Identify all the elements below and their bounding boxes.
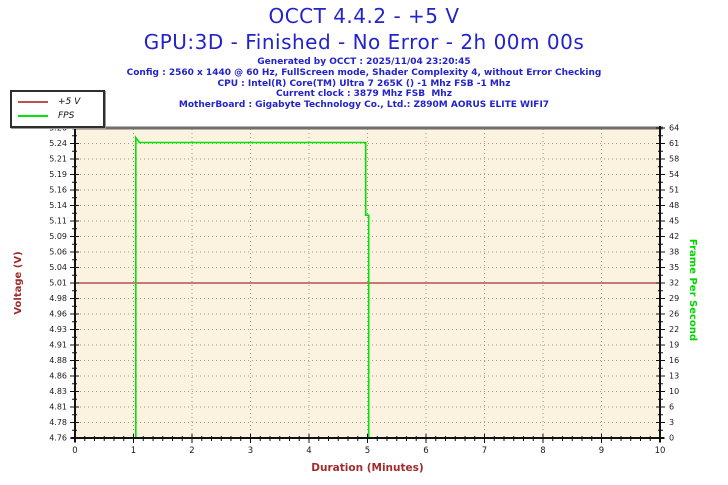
info-cpu: CPU : Intel(R) Core(TM) Ultra 7 265K () …	[217, 78, 511, 89]
svg-text:5.24: 5.24	[49, 139, 67, 148]
svg-text:22: 22	[669, 325, 679, 334]
svg-text:4.76: 4.76	[49, 434, 67, 443]
svg-text:6: 6	[423, 446, 428, 456]
svg-text:10: 10	[655, 446, 666, 456]
legend-item-voltage: +5 V	[16, 95, 99, 109]
svg-text:35: 35	[669, 263, 679, 272]
svg-text:0: 0	[669, 434, 674, 443]
svg-text:5.06: 5.06	[49, 248, 67, 257]
svg-text:5.04: 5.04	[49, 263, 67, 272]
svg-text:5.26: 5.26	[49, 124, 67, 133]
tick-labels: 5.26 5.24 5.21 5.19 5.16 5.14 5.11 5.09 5.06 5.04…	[49, 124, 679, 457]
voltage-line-swatch	[18, 101, 48, 103]
chart-title-line1: OCCT 4.4.2 - +5 V	[268, 4, 460, 28]
svg-text:4.81: 4.81	[49, 403, 67, 412]
gridlines	[76, 129, 659, 437]
svg-text:58: 58	[669, 155, 679, 164]
svg-text:45: 45	[669, 217, 679, 226]
svg-text:5.21: 5.21	[49, 155, 67, 164]
svg-text:42: 42	[669, 232, 679, 241]
svg-text:5.11: 5.11	[49, 217, 67, 226]
svg-text:2: 2	[189, 446, 194, 456]
chart-legend: +5 V FPS	[10, 90, 105, 128]
svg-text:8: 8	[540, 446, 545, 456]
fps-line-swatch	[18, 115, 48, 117]
chart-title-line2: GPU:3D - Finished - No Error - 2h 00m 00…	[143, 30, 585, 54]
svg-text:5: 5	[365, 446, 370, 456]
svg-text:29: 29	[669, 294, 679, 303]
svg-text:61: 61	[669, 139, 679, 148]
legend-label-voltage: +5 V	[58, 97, 81, 107]
svg-text:26: 26	[669, 310, 679, 319]
svg-text:10: 10	[669, 387, 679, 396]
svg-text:4.83: 4.83	[49, 387, 67, 396]
svg-text:6: 6	[669, 403, 674, 412]
svg-text:13: 13	[669, 372, 679, 381]
svg-text:4.91: 4.91	[49, 341, 67, 350]
info-generated: Generated by OCCT : 2025/11/04 23:20:45	[257, 57, 471, 67]
svg-text:5.14: 5.14	[49, 201, 67, 210]
info-current-clock: Current clock : 3879 Mhz FSB Mhz	[276, 89, 452, 100]
tick-marks	[70, 127, 665, 443]
svg-text:38: 38	[669, 248, 679, 257]
svg-text:4.93: 4.93	[49, 325, 67, 334]
svg-text:1: 1	[131, 446, 136, 456]
left-axis-title: Voltage (V)	[13, 251, 24, 314]
info-config: Config : 2560 x 1440 @ 60 Hz, FullScreen…	[126, 67, 602, 78]
svg-text:4.78: 4.78	[49, 418, 67, 427]
report-info-block: Generated by OCCT : 2025/11/04 23:20:45 …	[0, 57, 728, 111]
right-axis-title: Frame Per Second	[687, 239, 698, 341]
svg-text:54: 54	[669, 170, 679, 179]
info-motherboard: MotherBoard : Gigabyte Technology Co., L…	[178, 100, 550, 111]
svg-text:9: 9	[599, 446, 604, 456]
svg-text:64: 64	[669, 124, 679, 133]
svg-text:3: 3	[669, 418, 674, 427]
svg-text:7: 7	[482, 446, 487, 456]
svg-text:5.16: 5.16	[49, 186, 67, 195]
svg-text:5.19: 5.19	[49, 170, 67, 179]
svg-text:3: 3	[248, 446, 253, 456]
svg-text:19: 19	[669, 341, 679, 350]
svg-text:5.01: 5.01	[49, 279, 67, 288]
svg-text:4.88: 4.88	[49, 356, 67, 365]
svg-text:4.86: 4.86	[49, 372, 67, 381]
svg-text:4.98: 4.98	[49, 294, 67, 303]
svg-text:48: 48	[669, 201, 679, 210]
x-axis-title: Duration (Minutes)	[311, 462, 423, 474]
svg-text:5.09: 5.09	[49, 232, 67, 241]
svg-text:32: 32	[669, 279, 679, 288]
svg-text:4.96: 4.96	[49, 310, 67, 319]
series-fps	[75, 135, 660, 439]
svg-text:16: 16	[669, 356, 679, 365]
svg-text:51: 51	[669, 186, 679, 195]
svg-text:4: 4	[306, 446, 311, 456]
svg-text:0: 0	[72, 446, 77, 456]
legend-label-fps: FPS	[58, 111, 75, 121]
legend-item-fps: FPS	[16, 109, 99, 123]
